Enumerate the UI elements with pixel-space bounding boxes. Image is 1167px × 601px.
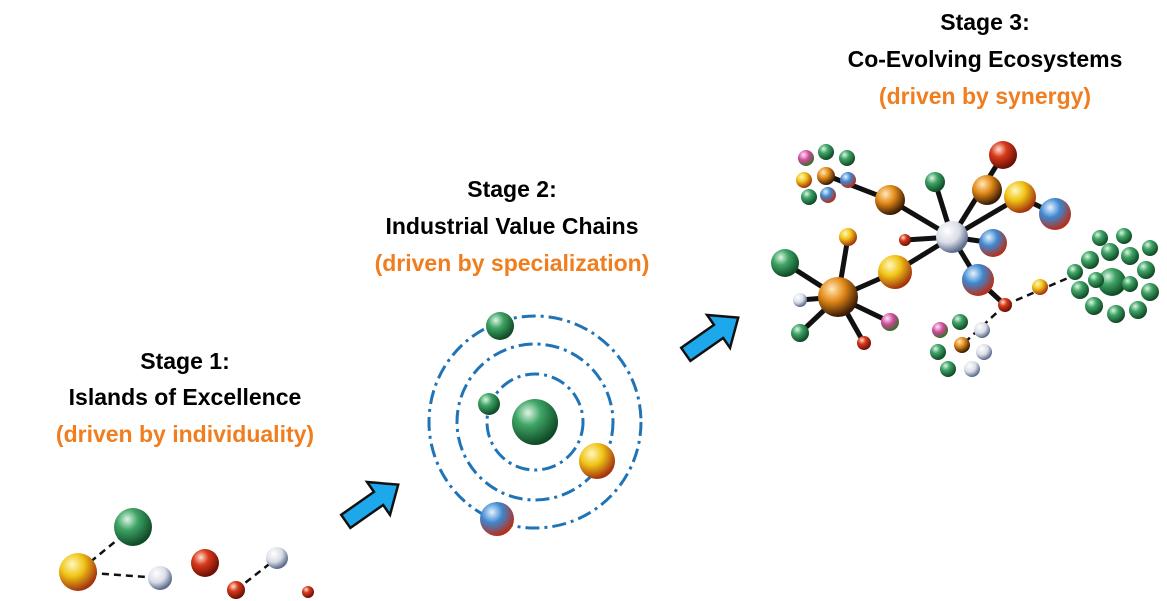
marble xyxy=(932,322,948,338)
marble xyxy=(817,167,835,185)
stage-name: Co-Evolving Ecosystems xyxy=(848,46,1123,72)
marble xyxy=(818,144,834,160)
marble xyxy=(875,185,905,215)
stage-1-label: Stage 1: Islands of Excellence (driven b… xyxy=(56,348,314,447)
marble xyxy=(840,172,856,188)
marble xyxy=(148,566,172,590)
marble xyxy=(1142,240,1158,256)
stage-2-orbits xyxy=(429,312,641,536)
marble xyxy=(1088,272,1104,288)
cluster xyxy=(796,144,856,205)
marble xyxy=(486,312,514,340)
marble xyxy=(579,443,615,479)
cluster xyxy=(930,314,992,377)
marble xyxy=(1129,301,1147,319)
diagram: Stage 1: Islands of Excellence (driven b… xyxy=(0,0,1167,601)
marble xyxy=(1101,243,1119,261)
marble xyxy=(1081,251,1099,269)
marble xyxy=(925,172,945,192)
marble xyxy=(954,337,970,353)
marble xyxy=(793,293,807,307)
marble xyxy=(1004,181,1036,213)
marble xyxy=(1121,247,1139,265)
marble xyxy=(1092,230,1108,246)
marble xyxy=(857,336,871,350)
marble xyxy=(1107,305,1125,323)
marble xyxy=(59,553,97,591)
stage-driver: (driven by specialization) xyxy=(375,250,650,276)
marble xyxy=(480,502,514,536)
arrow xyxy=(334,468,409,537)
marble xyxy=(979,229,1007,257)
arrow xyxy=(674,301,749,370)
marble xyxy=(798,150,814,166)
marble xyxy=(936,221,968,253)
marble xyxy=(964,361,980,377)
stage-title: Stage 3: xyxy=(940,9,1029,35)
marble xyxy=(881,313,899,331)
marble xyxy=(878,255,912,289)
marble xyxy=(796,172,812,188)
marble xyxy=(952,314,968,330)
marble xyxy=(791,324,809,342)
marble xyxy=(839,150,855,166)
marble xyxy=(899,234,911,246)
marble xyxy=(962,264,994,296)
marble xyxy=(1137,261,1155,279)
stage-driver: (driven by individuality) xyxy=(56,421,314,447)
marble xyxy=(227,581,245,599)
marble xyxy=(998,298,1012,312)
marble xyxy=(801,189,817,205)
marble xyxy=(302,586,314,598)
marble xyxy=(976,344,992,360)
marble xyxy=(930,344,946,360)
marble xyxy=(1141,283,1159,301)
marble xyxy=(1039,198,1071,230)
marble xyxy=(1032,279,1048,295)
marble xyxy=(1122,276,1138,292)
stage-title: Stage 2: xyxy=(467,176,556,202)
marble xyxy=(1067,264,1083,280)
marble xyxy=(1116,228,1132,244)
marble xyxy=(266,547,288,569)
stage-1-marbles xyxy=(59,508,314,599)
marble xyxy=(478,393,500,415)
stage-name: Islands of Excellence xyxy=(69,384,302,410)
marble xyxy=(989,141,1017,169)
stage-title: Stage 1: xyxy=(140,348,229,374)
marble xyxy=(1085,297,1103,315)
marble xyxy=(1071,281,1089,299)
marble xyxy=(818,277,858,317)
marble xyxy=(191,549,219,577)
stage-name: Industrial Value Chains xyxy=(385,213,638,239)
marble xyxy=(940,361,956,377)
marble xyxy=(972,175,1002,205)
marble xyxy=(771,249,799,277)
marble xyxy=(974,322,990,338)
marble xyxy=(820,187,836,203)
marble xyxy=(839,228,857,246)
marble xyxy=(114,508,152,546)
marble xyxy=(512,399,558,445)
stage-2-label: Stage 2: Industrial Value Chains (driven… xyxy=(375,176,650,276)
stage-3-network xyxy=(771,141,1159,377)
stage-3-label: Stage 3: Co-Evolving Ecosystems (driven … xyxy=(848,9,1123,109)
cluster xyxy=(1067,228,1159,323)
stage-driver: (driven by synergy) xyxy=(879,83,1091,109)
